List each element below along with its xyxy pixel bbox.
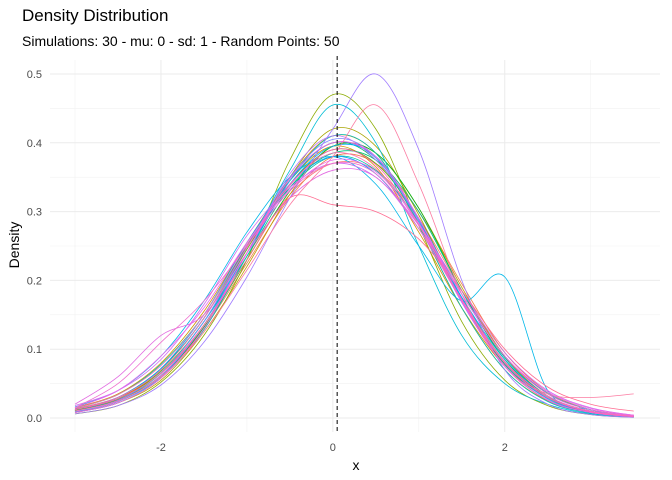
y-axis-title: Density xyxy=(6,222,22,269)
chart-subtitle: Simulations: 30 - mu: 0 - sd: 1 - Random… xyxy=(22,33,340,49)
density-curve-30 xyxy=(74,158,634,416)
y-tick-label: 0.3 xyxy=(27,207,42,219)
x-tick-label: 2 xyxy=(502,442,508,454)
x-tick-label: 0 xyxy=(330,442,336,454)
minor-gridlines xyxy=(50,60,660,432)
density-curve-20 xyxy=(74,73,634,418)
density-curve-11 xyxy=(74,150,634,417)
density-curve-27 xyxy=(74,194,634,412)
density-curve-22 xyxy=(74,162,634,416)
density-curve-18 xyxy=(74,141,634,417)
density-curve-12 xyxy=(74,155,634,417)
x-axis-title: x xyxy=(353,457,360,473)
x-tick-label: -2 xyxy=(156,442,166,454)
major-gridlines xyxy=(50,60,660,432)
y-axis-tick-labels: 0.0 0.1 0.2 0.3 0.4 0.5 xyxy=(27,69,42,425)
density-curve-2 xyxy=(74,153,634,417)
density-curve-28 xyxy=(74,141,634,417)
y-tick-label: 0.4 xyxy=(27,138,42,150)
y-tick-label: 0.5 xyxy=(27,69,42,81)
density-curve-23 xyxy=(74,168,634,417)
y-tick-label: 0.1 xyxy=(27,344,42,356)
x-axis-tick-labels: -2 0 2 xyxy=(156,442,508,454)
density-curve-25 xyxy=(74,152,634,417)
density-curve-29 xyxy=(74,148,634,417)
y-tick-label: 0.0 xyxy=(27,413,42,425)
density-curve-15 xyxy=(74,156,634,417)
y-tick-label: 0.2 xyxy=(27,275,42,287)
chart-title: Density Distribution xyxy=(22,6,169,25)
density-curves xyxy=(74,73,634,418)
density-curve-24 xyxy=(74,161,634,417)
density-curve-8 xyxy=(74,148,634,417)
